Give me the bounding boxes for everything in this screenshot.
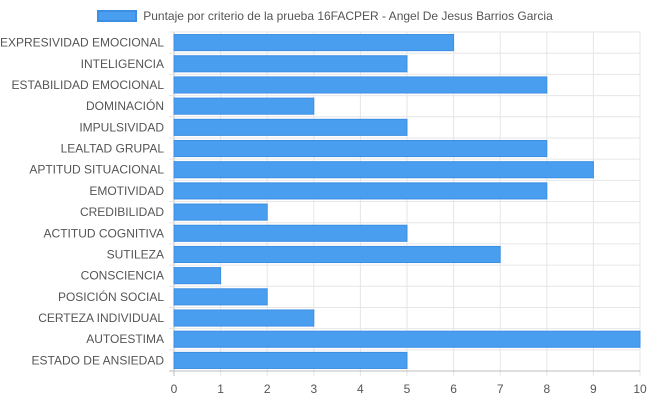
x-tick-label: 6 — [450, 382, 457, 396]
category-label: CREDIBILIDAD — [80, 205, 164, 219]
bar — [173, 267, 222, 285]
category-label: ESTADO DE ANSIEDAD — [32, 353, 165, 367]
category-label: ESTABILIDAD EMOCIONAL — [12, 78, 165, 92]
bar — [173, 245, 501, 264]
bar — [173, 309, 315, 327]
bar — [173, 161, 594, 179]
category-label: APTITUD SITUACIONAL — [29, 163, 164, 177]
bar — [173, 34, 455, 52]
category-label: CERTEZA INDIVIDUAL — [38, 311, 164, 325]
x-tick-label: 7 — [497, 382, 504, 396]
bar — [173, 55, 408, 73]
x-tick-label: 8 — [543, 382, 550, 396]
bar — [173, 97, 315, 115]
bar — [173, 330, 641, 348]
category-label: INTELIGENCIA — [81, 57, 164, 71]
bar — [173, 351, 408, 369]
bar — [173, 139, 548, 158]
category-label: EXPRESIVIDAD EMOCIONAL — [0, 36, 164, 50]
bar — [173, 288, 268, 306]
x-tick-label: 2 — [264, 382, 271, 396]
category-label: AUTOESTIMA — [86, 332, 164, 346]
bar — [173, 118, 408, 136]
bar — [173, 76, 548, 94]
category-label: DOMINACIÓN — [86, 98, 164, 113]
legend[interactable]: Puntaje por criterio de la prueba 16FACP… — [0, 8, 650, 24]
category-label: SUTILEZA — [107, 247, 164, 261]
x-tick-label: 3 — [310, 382, 317, 396]
category-label: ACTITUD COGNITIVA — [44, 226, 164, 240]
category-label: LEALTAD GRUPAL — [61, 142, 165, 156]
x-tick-label: 1 — [217, 382, 224, 396]
x-tick-label: 9 — [590, 382, 597, 396]
bar — [173, 182, 548, 200]
x-tick-label: 4 — [357, 382, 364, 396]
category-label: IMPULSIVIDAD — [79, 120, 164, 134]
x-tick-label: 5 — [404, 382, 411, 396]
x-tick-label: 10 — [633, 382, 647, 396]
bar — [173, 203, 268, 221]
legend-label: Puntaje por criterio de la prueba 16FACP… — [143, 9, 553, 23]
legend-swatch — [97, 10, 138, 22]
category-label: POSICIÓN SOCIAL — [58, 289, 164, 304]
category-label: CONSCIENCIA — [81, 269, 164, 283]
x-tick-label: 0 — [171, 382, 178, 396]
bar — [173, 224, 408, 242]
category-label: EMOTIVIDAD — [89, 184, 164, 198]
